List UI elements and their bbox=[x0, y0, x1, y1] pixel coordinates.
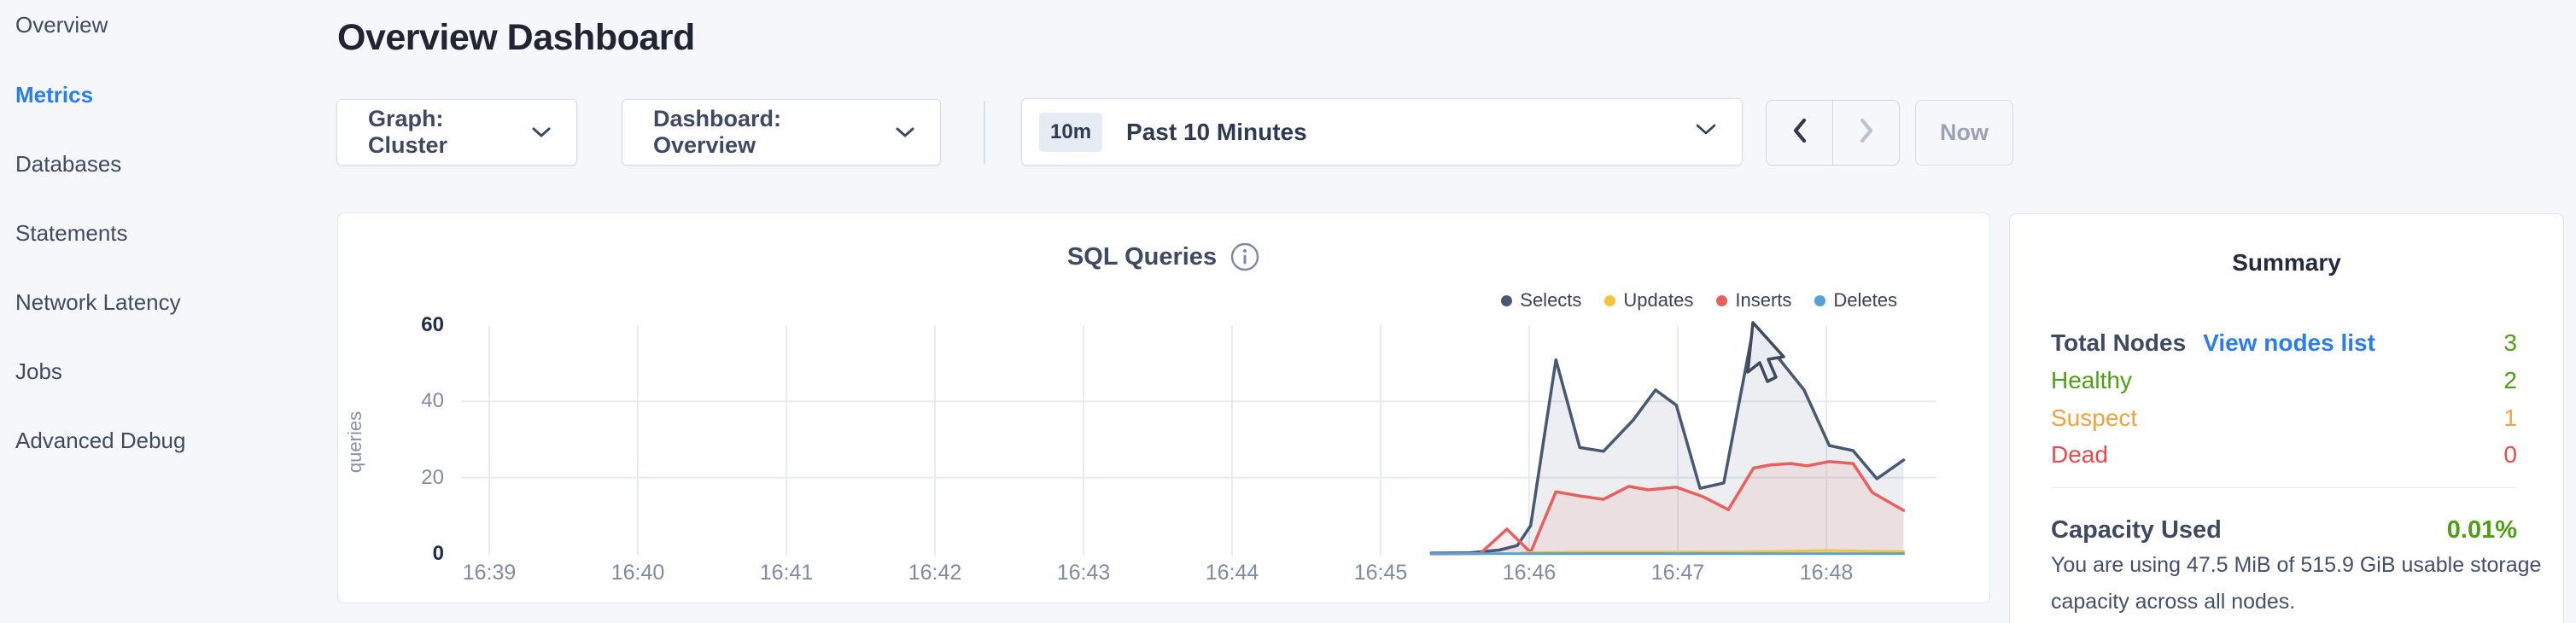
legend-dot-icon bbox=[1814, 294, 1826, 306]
time-range-label: Past 10 Minutes bbox=[1126, 118, 1307, 145]
mouse-cursor-icon bbox=[1746, 321, 1785, 383]
capacity-row: Capacity Used 0.01% bbox=[2051, 516, 2517, 544]
summary-row-label: Healthy bbox=[2051, 367, 2132, 393]
sidebar-item-network-latency[interactable]: Network Latency bbox=[15, 289, 181, 315]
chart-title: SQL Queries bbox=[1066, 242, 1218, 271]
caret-left-icon bbox=[1792, 118, 1808, 148]
legend-dot-icon bbox=[1716, 294, 1728, 306]
sidebar-item-statements[interactable]: Statements bbox=[15, 220, 128, 246]
summary-row-suspect: Suspect 1 bbox=[2051, 404, 2517, 433]
y-tick-label: 20 bbox=[421, 465, 444, 489]
dashboard-dropdown-label: Dashboard: Overview bbox=[653, 106, 782, 158]
legend-dot-icon bbox=[1501, 294, 1513, 306]
chart-legend: Selects Updates Inserts Deletes bbox=[1501, 289, 1897, 312]
now-button[interactable]: Now bbox=[1915, 100, 2013, 166]
x-tick-label: 16:44 bbox=[1205, 561, 1259, 585]
summary-divider bbox=[2051, 487, 2517, 488]
x-tick-label: 16:41 bbox=[759, 561, 814, 585]
time-step-buttons bbox=[1766, 100, 1900, 166]
legend-label: Deletes bbox=[1833, 289, 1897, 311]
caret-right-icon bbox=[1859, 118, 1874, 148]
chevron-down-icon bbox=[1696, 124, 1716, 140]
chart-title-row: SQL Queries bbox=[337, 242, 1990, 272]
total-nodes-row: Total Nodes View nodes list 3 bbox=[2051, 329, 2517, 358]
time-range-badge: 10m bbox=[1039, 112, 1103, 152]
sidebar-item-databases[interactable]: Databases bbox=[15, 151, 122, 177]
summary-row-value: 0 bbox=[2503, 441, 2517, 468]
legend-item-inserts[interactable]: Inserts bbox=[1716, 289, 1791, 312]
x-tick-label: 16:46 bbox=[1502, 561, 1557, 585]
dashboard-dropdown[interactable]: Dashboard: Overview bbox=[622, 99, 941, 166]
legend-dot-icon bbox=[1604, 294, 1616, 306]
total-nodes-label: Total Nodes bbox=[2051, 329, 2187, 356]
sidebar-item-jobs[interactable]: Jobs bbox=[15, 358, 62, 384]
now-button-label: Now bbox=[1940, 119, 1989, 145]
x-tick-label: 16:48 bbox=[1799, 561, 1854, 585]
legend-label: Selects bbox=[1520, 289, 1582, 311]
legend-item-deletes[interactable]: Deletes bbox=[1814, 289, 1897, 312]
total-nodes-value: 3 bbox=[2503, 329, 2517, 356]
chevron-down-icon bbox=[532, 127, 551, 138]
summary-row-dead: Dead 0 bbox=[2051, 440, 2517, 469]
view-nodes-list-link[interactable]: View nodes list bbox=[2203, 329, 2375, 356]
legend-item-updates[interactable]: Updates bbox=[1604, 289, 1693, 312]
summary-title: Summary bbox=[2232, 249, 2341, 276]
chevron-down-icon bbox=[896, 127, 914, 138]
summary-card bbox=[2009, 213, 2564, 623]
time-step-forward-button[interactable] bbox=[1833, 101, 1899, 165]
x-tick-label: 16:40 bbox=[610, 561, 665, 585]
legend-label: Inserts bbox=[1735, 289, 1792, 311]
y-tick-label: 0 bbox=[432, 542, 444, 565]
y-tick-label: 60 bbox=[421, 313, 444, 336]
sidebar-item-advanced-debug[interactable]: Advanced Debug bbox=[15, 428, 186, 453]
x-tick-label: 16:39 bbox=[462, 561, 517, 585]
x-tick-label: 16:45 bbox=[1353, 561, 1408, 585]
capacity-description: You are using 47.5 MiB of 515.9 GiB usab… bbox=[2051, 553, 2542, 614]
sidebar-item-overview[interactable]: Overview bbox=[15, 12, 108, 38]
legend-item-selects[interactable]: Selects bbox=[1501, 289, 1581, 312]
info-icon[interactable] bbox=[1230, 242, 1260, 272]
summary-row-label: Suspect bbox=[2051, 405, 2138, 431]
summary-row-label: Dead bbox=[2051, 441, 2108, 468]
summary-row-value: 2 bbox=[2503, 367, 2517, 393]
x-tick-label: 16:42 bbox=[908, 561, 962, 585]
x-tick-label: 16:43 bbox=[1056, 561, 1111, 585]
x-tick-label: 16:47 bbox=[1650, 561, 1705, 585]
time-step-back-button[interactable] bbox=[1767, 101, 1833, 165]
sidebar-item-metrics[interactable]: Metrics bbox=[15, 82, 94, 108]
page-title: Overview Dashboard bbox=[337, 17, 695, 58]
summary-row-value: 1 bbox=[2503, 405, 2517, 431]
capacity-value: 0.01% bbox=[2446, 516, 2517, 544]
legend-label: Updates bbox=[1623, 289, 1694, 311]
controls-divider bbox=[984, 101, 985, 164]
summary-row-healthy: Healthy 2 bbox=[2051, 366, 2517, 395]
time-range-selector[interactable]: 10m Past 10 Minutes bbox=[1021, 98, 1743, 166]
graph-scope-dropdown[interactable]: Graph: Cluster bbox=[336, 99, 577, 166]
y-axis-label: queries bbox=[344, 410, 366, 474]
graph-scope-dropdown-label: Graph: Cluster bbox=[368, 106, 448, 158]
y-tick-label: 40 bbox=[421, 389, 444, 413]
capacity-label: Capacity Used bbox=[2051, 516, 2222, 544]
